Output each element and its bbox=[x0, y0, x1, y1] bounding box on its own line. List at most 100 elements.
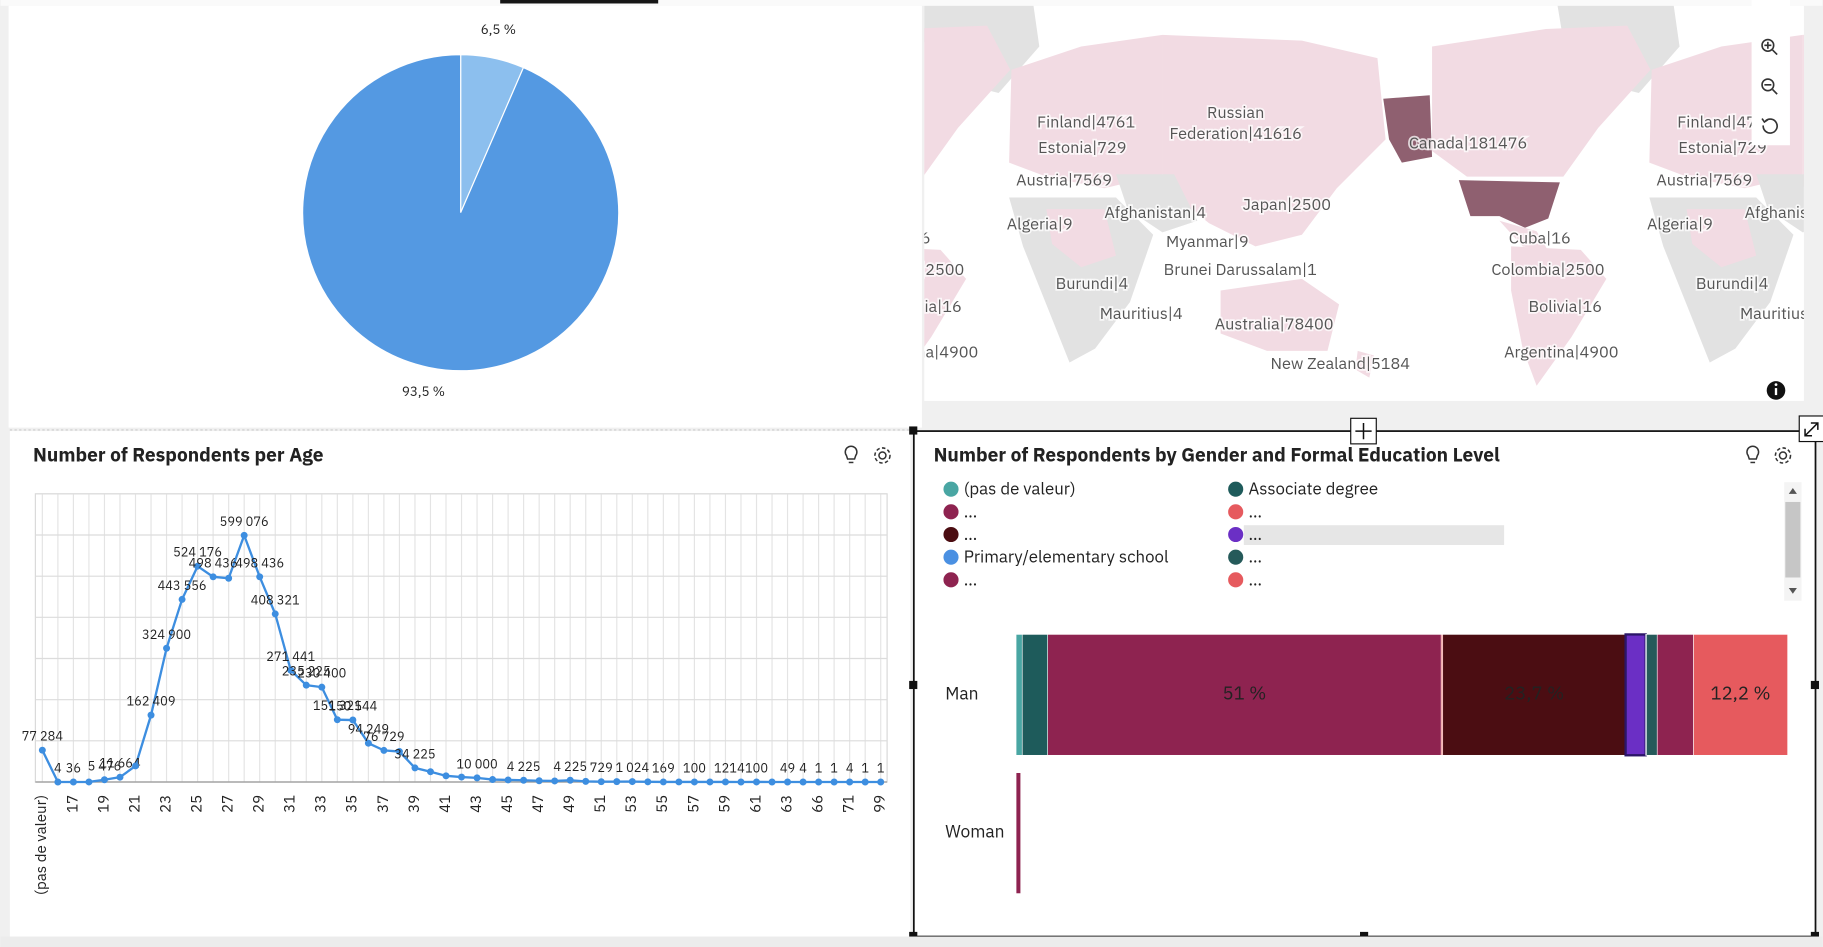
data-label: 599 076 bbox=[220, 513, 269, 530]
insight-icon[interactable] bbox=[1746, 445, 1760, 464]
point bbox=[380, 746, 388, 754]
data-label: 77 284 bbox=[22, 728, 64, 745]
map-label: Argentina|4900 bbox=[864, 341, 978, 362]
data-label: 524 176 bbox=[173, 544, 222, 561]
insight-icon[interactable] bbox=[844, 445, 858, 464]
data-label: 169 bbox=[652, 759, 675, 776]
map-label: Afghanistan|4 bbox=[1104, 202, 1206, 223]
x-tick-label: 27 bbox=[219, 795, 238, 813]
settings-icon[interactable] bbox=[874, 447, 891, 464]
bar-segment bbox=[1047, 634, 1442, 756]
point bbox=[675, 778, 683, 786]
x-tick-label: 29 bbox=[250, 795, 269, 813]
x-tick-label: 17 bbox=[63, 795, 82, 813]
x-tick-label: 51 bbox=[591, 795, 610, 813]
point bbox=[784, 778, 792, 786]
zoom-in[interactable] bbox=[1761, 38, 1778, 56]
point bbox=[737, 778, 745, 786]
x-tick-label: 61 bbox=[746, 795, 765, 813]
legend-swatch bbox=[943, 504, 959, 520]
x-tick-label: 31 bbox=[281, 795, 300, 813]
x-tick-label: 71 bbox=[840, 795, 859, 813]
map-label: Japan|2500 bbox=[1243, 194, 1331, 215]
zoom-out[interactable] bbox=[1761, 78, 1778, 95]
point bbox=[644, 778, 652, 786]
point bbox=[597, 778, 605, 786]
data-label: 4 bbox=[737, 760, 745, 777]
point bbox=[287, 666, 295, 674]
legend-scrollbar[interactable] bbox=[1784, 482, 1802, 601]
data-label: 235 225 bbox=[282, 663, 331, 680]
data-label: 230 400 bbox=[297, 665, 346, 682]
data-label: 11 664 bbox=[99, 755, 141, 772]
map-label: Colombia|2500 bbox=[1491, 259, 1604, 280]
data-label: 443 556 bbox=[158, 577, 207, 594]
move-handle[interactable] bbox=[1350, 417, 1377, 445]
x-tick-label: 37 bbox=[374, 795, 393, 813]
x-tick-label: 63 bbox=[777, 795, 796, 813]
point bbox=[271, 610, 279, 618]
point bbox=[426, 768, 434, 776]
data-label: 498 436 bbox=[189, 554, 238, 571]
legend-label: … bbox=[1248, 546, 1262, 568]
point bbox=[551, 777, 559, 785]
x-tick-label: 19 bbox=[94, 795, 113, 813]
bar-chart-title: Number of Respondents by Gender and Form… bbox=[934, 443, 1500, 468]
legend-label: … bbox=[1248, 500, 1262, 522]
data-label: 162 409 bbox=[127, 693, 176, 710]
data-label: 4 225 bbox=[507, 758, 541, 775]
map-label: Brunei Darussalam|1 bbox=[1804, 259, 1823, 280]
point bbox=[659, 778, 667, 786]
info-icon[interactable] bbox=[1766, 381, 1786, 400]
data-label: 1 bbox=[877, 760, 885, 777]
point bbox=[178, 595, 186, 603]
map-label: Mauritius|4 bbox=[1100, 303, 1183, 324]
legend-swatch bbox=[1228, 526, 1244, 543]
map-toolbar bbox=[1751, 0, 1790, 146]
data-label: 12,2 % bbox=[1711, 682, 1771, 706]
legend-label: … bbox=[964, 568, 978, 590]
map-label: Mauritius|4 bbox=[1740, 303, 1823, 324]
legend-label: Associate degree bbox=[1248, 478, 1378, 500]
point bbox=[442, 772, 450, 780]
point bbox=[333, 716, 341, 724]
point bbox=[815, 778, 823, 786]
expand-handle[interactable] bbox=[1798, 415, 1823, 443]
point bbox=[846, 778, 854, 786]
legend-label: … bbox=[1248, 568, 1262, 590]
settings-icon[interactable] bbox=[1774, 447, 1792, 464]
data-label: 76 729 bbox=[363, 728, 404, 745]
map-label: Bolivia|16 bbox=[1529, 296, 1603, 317]
legend-label: Primary/elementary school bbox=[964, 546, 1169, 568]
x-tick-label: 57 bbox=[684, 795, 703, 813]
map-label: Australia|78400 bbox=[1215, 314, 1334, 335]
x-tick-label: 23 bbox=[156, 795, 175, 813]
reset-view[interactable] bbox=[1761, 118, 1778, 134]
category-label: Woman bbox=[945, 820, 1004, 843]
data-label: 498 436 bbox=[235, 554, 284, 571]
bar-segment bbox=[1015, 772, 1021, 894]
x-tick-label: 66 bbox=[808, 795, 827, 813]
pie-value-label: 93,5 % bbox=[402, 382, 445, 400]
x-tick-label: 21 bbox=[125, 795, 144, 813]
legend-swatch bbox=[1228, 504, 1244, 520]
data-label: 1 bbox=[830, 760, 838, 777]
map-label: Algeria|9 bbox=[1007, 214, 1073, 235]
data-label: 408 321 bbox=[251, 591, 300, 608]
map-label: Afghanistan|4 bbox=[1745, 202, 1823, 223]
x-tick-label: 55 bbox=[653, 795, 672, 813]
point bbox=[535, 777, 543, 785]
map-label: Algeria|9 bbox=[1647, 214, 1713, 235]
map-label: Brunei Darussalam|1 bbox=[1164, 259, 1317, 280]
x-tick-label: 45 bbox=[498, 795, 517, 813]
point bbox=[799, 778, 807, 786]
data-label: 1 024 bbox=[615, 759, 649, 776]
x-tick-label: 39 bbox=[405, 795, 424, 813]
point bbox=[489, 776, 497, 784]
active-tab-indicator[interactable] bbox=[500, 0, 659, 4]
map-label: Finland|4761 bbox=[1037, 111, 1135, 132]
data-label: 4 bbox=[799, 760, 807, 777]
x-tick-label: 33 bbox=[312, 795, 331, 813]
data-label: 4 225 bbox=[553, 758, 587, 775]
data-label: 34 225 bbox=[394, 745, 435, 762]
